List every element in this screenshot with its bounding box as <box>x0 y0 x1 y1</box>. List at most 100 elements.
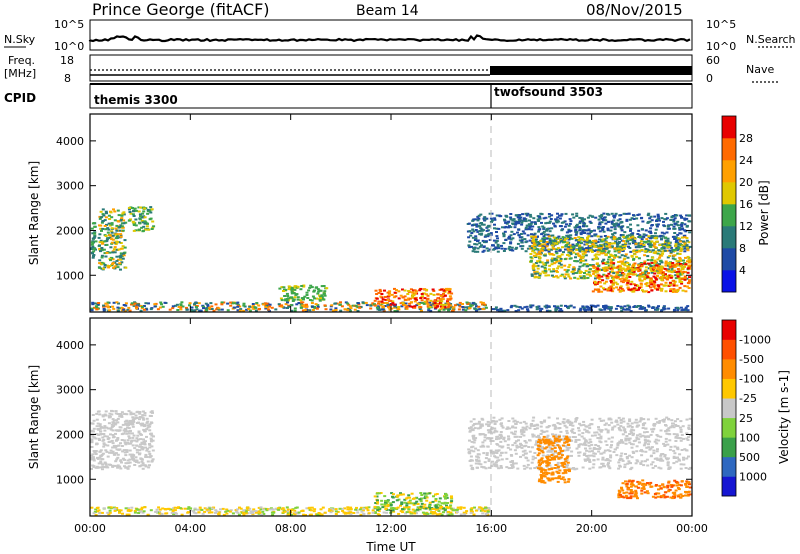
power-cell-r6 <box>510 246 514 249</box>
velocity-cell-r2 <box>377 492 381 495</box>
power-cell-r3 <box>107 306 110 309</box>
velocity-cell-r1 <box>371 511 375 514</box>
velocity-cell-r3 <box>472 450 476 453</box>
velocity-cell-r3 <box>610 444 613 447</box>
power-cell-r6 <box>471 250 475 253</box>
power-cell-r4 <box>395 289 398 292</box>
power-cell-r7 <box>594 256 598 259</box>
velocity-cell-r1 <box>140 508 144 511</box>
power-cell-r2 <box>131 213 135 216</box>
power-cell-r6 <box>526 212 530 215</box>
velocity-cell-r1 <box>94 513 98 516</box>
power-cell-r8 <box>652 275 656 278</box>
power-cell-r2 <box>139 206 143 209</box>
power-cell-r5 <box>316 292 320 295</box>
power-cell-r7 <box>639 235 643 238</box>
velocity-cell-r2 <box>445 504 448 507</box>
power-cell-r4 <box>375 293 379 295</box>
power-cell-r6 <box>504 221 508 224</box>
power-cell-r3 <box>458 305 462 308</box>
velocity-cell-r1 <box>163 508 167 510</box>
power-cell-r8 <box>664 273 667 276</box>
power-cell-r8 <box>674 289 678 292</box>
power-cell-r2 <box>138 222 142 225</box>
velocity-cell-r2 <box>373 495 377 498</box>
velocity-cell-r3 <box>661 459 665 462</box>
velocity-cell-r0 <box>126 423 130 425</box>
velocity-cell-r0 <box>92 419 96 422</box>
power-cell-r7 <box>561 241 565 244</box>
velocity-cell-r2 <box>425 496 429 499</box>
power-cell-r7 <box>653 243 657 246</box>
power-cell-r9 <box>620 309 624 312</box>
velocity-cell-r3 <box>508 427 511 430</box>
power-cell-r7 <box>542 240 546 243</box>
power-cell-r1 <box>105 243 109 246</box>
velocity-cell-r1 <box>367 512 371 515</box>
velocity-cell-r3 <box>515 420 519 423</box>
velocity-cell-r2 <box>403 498 407 501</box>
power-cell-r6 <box>466 230 470 233</box>
power-cell-r6 <box>603 238 607 241</box>
power-cell-r8 <box>671 265 675 268</box>
power-cell-r3 <box>204 302 208 305</box>
velocity-cell-r3 <box>474 437 478 440</box>
power-cell-r5 <box>280 286 284 289</box>
velocity-cell-r3 <box>469 449 473 452</box>
velocity-cell-r0 <box>120 433 124 436</box>
power-cell-r6 <box>625 219 629 222</box>
power-cell-r5 <box>292 292 296 294</box>
power-cell-r6 <box>614 212 618 215</box>
power-cell-r6 <box>653 215 657 218</box>
velocity-cell-r3 <box>541 454 545 457</box>
power-cell-r2 <box>138 218 142 221</box>
power-colorbar-seg-0 <box>722 270 736 293</box>
power-cell-r6 <box>516 220 520 223</box>
power-cell-r4 <box>407 297 411 300</box>
velocity-cell-r1 <box>98 512 102 515</box>
power-cell-r6 <box>680 216 683 218</box>
power-cell-r1 <box>119 252 123 255</box>
power-cell-r6 <box>558 217 562 220</box>
power-cell-r9 <box>682 308 686 311</box>
velocity-cell-r0 <box>91 435 95 438</box>
velocity-cell-r0 <box>99 462 103 465</box>
power-cell-r8 <box>611 283 615 286</box>
power-cell-r3 <box>126 308 130 311</box>
velocity-cell-r1 <box>214 509 218 512</box>
power-cell-r6 <box>683 250 687 253</box>
velocity-cell-r1 <box>430 510 434 513</box>
power-cell-r9 <box>559 304 563 307</box>
velocity-cell-r0 <box>120 415 124 418</box>
power-cell-r6 <box>538 242 542 245</box>
power-cell-r8 <box>607 286 611 289</box>
velocity-cell-r1 <box>224 510 228 513</box>
power-cell-r6 <box>476 219 480 222</box>
power-cell-r1 <box>121 212 125 215</box>
power-cell-r6 <box>680 222 684 224</box>
power-cell-r1 <box>121 229 125 232</box>
velocity-cell-r1 <box>451 507 455 510</box>
velocity-cell-r1 <box>307 507 311 510</box>
power-cell-r3 <box>455 303 459 306</box>
power-cell-r4 <box>393 291 397 294</box>
power-cell-r3 <box>147 302 150 305</box>
velocity-cell-r3 <box>476 466 479 469</box>
power-cell-r1 <box>103 225 107 227</box>
velocity-cell-r0 <box>131 419 135 422</box>
velocity-cell-r1 <box>133 510 137 512</box>
power-cell-r3 <box>130 302 134 305</box>
velocity-cell-r3 <box>644 450 648 453</box>
velocity-cell-r1 <box>462 506 466 509</box>
power-cell-r8 <box>671 291 675 293</box>
velocity-cell-r3 <box>650 463 653 466</box>
power-cell-r3 <box>236 301 240 304</box>
power-cell-r7 <box>605 247 609 250</box>
velocity-cell-r1 <box>371 509 375 512</box>
power-cell-r6 <box>555 221 559 224</box>
power-cell-r7 <box>687 241 691 244</box>
velocity-cell-r3 <box>519 435 522 438</box>
power-cell-r7 <box>582 277 586 280</box>
velocity-cell-r1 <box>342 511 346 514</box>
velocity-cell-r0 <box>143 430 147 433</box>
